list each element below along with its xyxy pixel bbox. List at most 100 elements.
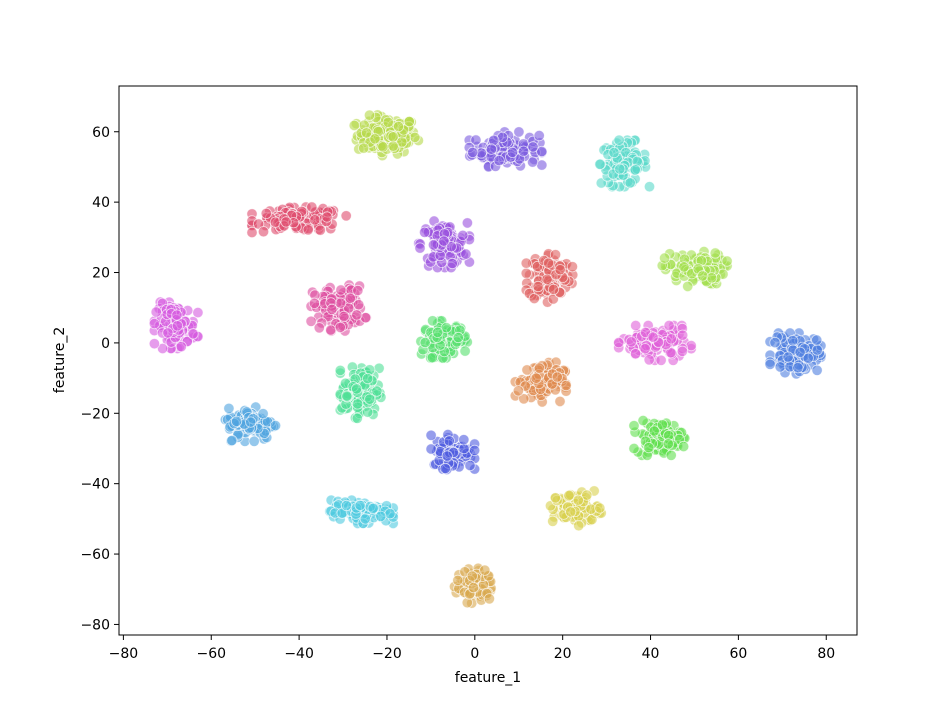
scatter-point [560,379,572,392]
scatter-point [643,354,655,366]
scatter-point [335,284,347,296]
scatter-point [802,352,814,364]
scatter-point [446,257,458,270]
scatter-point [676,345,689,357]
scatter-point [614,163,626,175]
scatter-point [648,425,660,437]
scatter-point [321,211,333,223]
plot-frame [118,85,858,636]
scatter-point [629,348,642,360]
scatter-point [485,143,497,155]
x-tick-label: 0 [470,646,479,662]
scatter-point [387,131,399,143]
scatter-point [647,331,659,343]
x-tick-label: −40 [284,646,314,662]
scatter-point [354,499,366,511]
scatter-point [414,242,426,254]
scatter-point [656,419,669,431]
scatter-point [439,462,451,475]
scatter-point [351,412,363,424]
scatter-point [314,224,326,236]
scatter-point [493,155,505,167]
scatter-point [426,315,439,327]
scatter-point [280,216,292,228]
y-tick-label: 60 [92,125,110,141]
scatter-point [364,393,376,405]
scatter-point [658,252,671,264]
scatter-point [551,371,563,383]
scatter-point [624,177,636,189]
scatter-point [549,249,562,261]
scatter-point [257,408,269,420]
y-tick-label: −20 [80,406,110,422]
y-tick-label: −60 [80,547,110,563]
scatter-point [382,116,394,128]
scatter-point [594,158,606,170]
scatter-point [409,131,421,143]
scatter-point [325,324,337,336]
scatter-point [769,336,781,349]
scatter-point [223,402,235,414]
scatter-point [665,449,677,461]
x-tick-label: −80 [109,646,139,662]
y-axis: −80 −60 −40 −20 0 20 40 60 [80,125,119,633]
scatter-point [359,513,371,525]
scatter-point [547,515,559,527]
scatter-point [628,442,640,455]
scatter-point [483,593,495,605]
plot-background [119,86,857,635]
scatter-point [341,390,353,402]
scatter-point [440,322,452,334]
x-tick-label: 60 [729,646,747,662]
scatter-point [192,306,204,319]
scatter-point [460,248,472,260]
x-tick-label: 40 [642,646,660,662]
scatter-point [334,364,346,376]
scatter-point [369,133,381,145]
scatter-point [628,420,640,432]
scatter-point [245,416,257,428]
scatter-point [479,564,491,576]
scatter-point [637,414,649,427]
scatter-point [629,164,641,176]
scatter-point [665,333,677,345]
scatter-point [764,358,776,370]
scatter-point [438,235,450,247]
scatter-point [426,352,438,364]
scatter-point [353,299,365,311]
scatter-point [257,226,270,238]
scatter-point [358,142,370,154]
scatter-point [517,145,530,157]
scatter-point [526,156,539,168]
scatter-point [467,146,479,158]
scatter-point [334,321,346,333]
scatter-point [782,351,794,363]
scatter-point [512,385,525,397]
scatter-point [662,438,674,450]
scatter-point [157,342,169,355]
x-tick-label: −20 [372,646,402,662]
scatter-point [459,345,471,357]
scatter-point [527,141,539,153]
scatter-point [706,272,718,284]
scatter-point [425,429,437,441]
scatter-point [375,510,387,522]
scatter-point [305,315,317,327]
scatter-point [387,140,399,152]
scatter-point [566,261,579,273]
scatter-point [639,343,651,355]
scatter-point [547,283,560,295]
scatter-point [521,364,533,376]
scatter-point [162,327,174,339]
scatter-point [697,270,709,282]
scatter-point [452,331,464,344]
scatter-point [563,489,575,501]
scatter-point [269,419,282,432]
scatter-point [452,574,464,587]
scatter-point [506,146,519,158]
scatter-point [432,326,444,338]
scatter-point [377,141,389,153]
scatter-point [613,134,625,146]
scatter-point [302,224,314,236]
